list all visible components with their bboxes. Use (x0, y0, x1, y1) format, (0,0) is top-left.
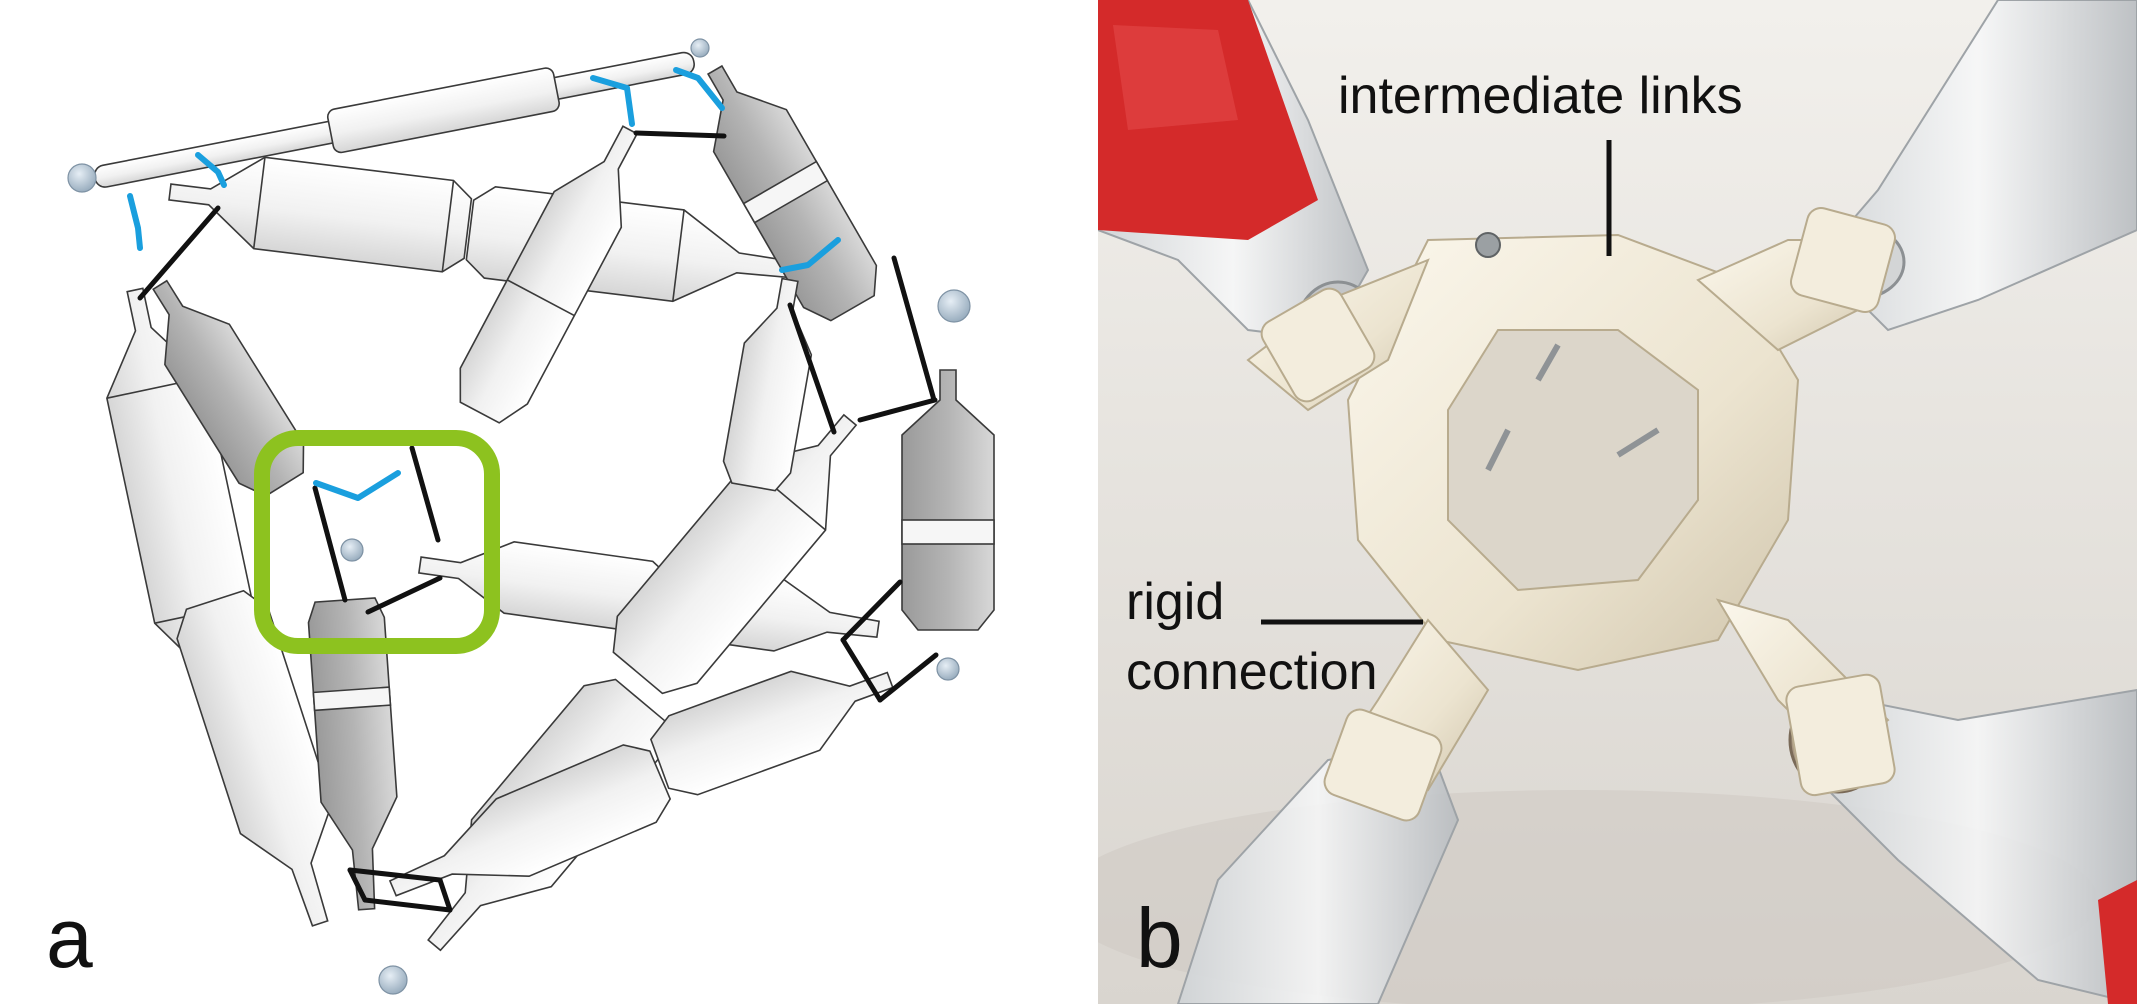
strut-bottom-diagonal-b (388, 744, 672, 897)
panel-b-photo: intermediate links rigid connection b (1098, 0, 2137, 1004)
label-connection: connection (1126, 643, 1378, 701)
strut-right-dark-vertical (901, 369, 995, 631)
panel-letter-b: b (1136, 891, 1183, 985)
intermediate-link-markers (127, 67, 841, 501)
joint-spheres (67, 38, 971, 995)
panel-a-model: a (46, 38, 995, 995)
strut-right-diagonal (722, 277, 813, 492)
panel-letter-a: a (46, 891, 93, 985)
strut-left-lower (176, 589, 333, 927)
node-photo (1098, 0, 2137, 1004)
strut-top-left (168, 156, 473, 273)
label-rigid: rigid (1126, 573, 1225, 631)
strut-diagonal-upper (459, 125, 639, 424)
strut-bottom-diagonal-a (649, 670, 894, 796)
label-intermediate-links: intermediate links (1338, 67, 1743, 125)
printed-connector-node (1246, 207, 1896, 822)
highlight-box (254, 430, 500, 654)
strut-lower-center-dark (307, 597, 398, 911)
connector-lines (137, 130, 939, 913)
strut-model-drawing (67, 38, 995, 995)
strut-upper-right-dark (706, 64, 878, 322)
